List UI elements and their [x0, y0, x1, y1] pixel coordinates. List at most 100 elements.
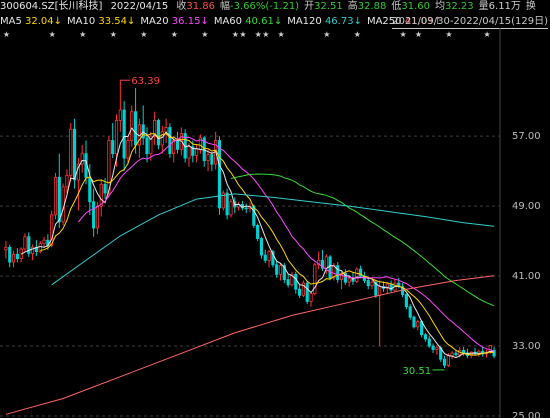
- candle-body[interactable]: [164, 127, 168, 133]
- candle-body[interactable]: [263, 254, 267, 261]
- candle-body[interactable]: [275, 264, 279, 275]
- candle-body[interactable]: [130, 111, 134, 141]
- candle-body[interactable]: [15, 253, 19, 260]
- candle-body[interactable]: [282, 265, 286, 280]
- candle-body[interactable]: [168, 127, 172, 155]
- candle-body[interactable]: [160, 131, 164, 146]
- candle-body[interactable]: [290, 273, 294, 286]
- candle-body[interactable]: [195, 148, 199, 156]
- candle-body[interactable]: [378, 286, 382, 296]
- candle-body[interactable]: [31, 246, 35, 254]
- candle-body[interactable]: [95, 205, 100, 229]
- candle-body[interactable]: [301, 282, 305, 296]
- event-star-icon[interactable]: ★: [110, 30, 117, 39]
- event-star-icon[interactable]: ★: [400, 30, 407, 39]
- date-range-label[interactable]: 2021/09/30-2022/04/15(129日): [392, 16, 548, 29]
- candle-body[interactable]: [286, 279, 290, 286]
- ma-legend-item[interactable]: MA120 46.73↓: [287, 15, 362, 29]
- event-star-icon[interactable]: ★: [49, 30, 56, 39]
- candle-body[interactable]: [27, 236, 31, 254]
- candle-body[interactable]: [111, 140, 115, 155]
- ma-legend-item[interactable]: MA20 36.15↓: [140, 15, 208, 29]
- candle-body[interactable]: [191, 146, 195, 156]
- candle-body[interactable]: [412, 316, 416, 328]
- candle-body[interactable]: [469, 351, 473, 357]
- candle-body[interactable]: [156, 120, 161, 146]
- ma-legend-item[interactable]: MA5 32.04↓: [0, 15, 62, 29]
- candle-body[interactable]: [50, 214, 54, 246]
- candle-body[interactable]: [53, 176, 58, 216]
- candle-body[interactable]: [99, 183, 103, 207]
- candle-body[interactable]: [313, 264, 317, 294]
- candlestick-chart[interactable]: ★ ★ ★ ★ ★ ★ ★ ★ ★ ★ ★ ★ ★ ★ ★ ★ ★ ★ 57.0049.0041.0033.002…: [0, 28, 550, 418]
- candle-body[interactable]: [339, 273, 344, 280]
- candle-body[interactable]: [122, 109, 126, 159]
- candle-body[interactable]: [107, 140, 111, 194]
- candle-body[interactable]: [355, 268, 359, 282]
- candle-body[interactable]: [103, 183, 107, 194]
- candle-body[interactable]: [38, 243, 42, 253]
- candle-body[interactable]: [80, 153, 84, 165]
- candle-body[interactable]: [114, 120, 119, 155]
- event-star-icon[interactable]: ★: [171, 30, 178, 39]
- candle-body[interactable]: [385, 283, 389, 289]
- candle-body[interactable]: [244, 207, 248, 210]
- candle-body[interactable]: [217, 140, 222, 209]
- candle-body[interactable]: [416, 321, 420, 328]
- candle-body[interactable]: [454, 352, 458, 356]
- candle-body[interactable]: [42, 239, 46, 245]
- candle-body[interactable]: [328, 256, 332, 279]
- event-star-icon[interactable]: ★: [483, 30, 490, 39]
- candle-body[interactable]: [187, 146, 191, 159]
- candle-body[interactable]: [11, 253, 16, 263]
- candle-body[interactable]: [256, 224, 260, 239]
- candle-body[interactable]: [65, 175, 69, 188]
- candle-body[interactable]: [435, 347, 439, 350]
- ma-legend-item[interactable]: MA250 41.03↑: [367, 15, 442, 29]
- candle-body[interactable]: [267, 251, 271, 261]
- candle-body[interactable]: [221, 192, 225, 209]
- event-star-icon[interactable]: ★: [354, 30, 361, 39]
- candle-body[interactable]: [175, 140, 180, 150]
- candle-body[interactable]: [252, 205, 256, 226]
- event-star-icon[interactable]: ★: [201, 30, 208, 39]
- event-star-icon[interactable]: ★: [239, 30, 246, 39]
- candle-body[interactable]: [145, 137, 149, 155]
- candle-body[interactable]: [343, 273, 347, 283]
- candle-body[interactable]: [408, 306, 412, 318]
- candle-body[interactable]: [404, 294, 408, 308]
- event-star-icon[interactable]: ★: [140, 30, 147, 39]
- event-star-icon[interactable]: ★: [323, 30, 330, 39]
- candle-body[interactable]: [141, 124, 145, 139]
- event-star-icon[interactable]: ★: [278, 30, 285, 39]
- candle-body[interactable]: [88, 176, 92, 203]
- event-star-icon[interactable]: ★: [79, 30, 86, 39]
- event-star-icon[interactable]: ★: [445, 30, 452, 39]
- candle-body[interactable]: [366, 280, 370, 287]
- candle-body[interactable]: [461, 350, 466, 354]
- event-star-icon[interactable]: ★: [3, 30, 10, 39]
- candle-body[interactable]: [202, 137, 206, 162]
- candle-body[interactable]: [210, 154, 214, 165]
- candle-body[interactable]: [359, 268, 363, 277]
- candle-body[interactable]: [370, 281, 374, 287]
- candle-body[interactable]: [431, 345, 435, 350]
- candle-body[interactable]: [297, 288, 302, 296]
- candle-body[interactable]: [477, 350, 481, 355]
- candle-body[interactable]: [4, 246, 8, 251]
- candle-body[interactable]: [92, 201, 96, 229]
- event-star-icon[interactable]: ★: [232, 30, 239, 39]
- candle-body[interactable]: [126, 140, 130, 159]
- candle-body[interactable]: [225, 192, 229, 216]
- candle-body[interactable]: [423, 334, 428, 340]
- candle-body[interactable]: [271, 251, 275, 266]
- event-star-icon[interactable]: ★: [255, 30, 262, 39]
- candle-body[interactable]: [336, 265, 340, 280]
- ma-legend-item[interactable]: MA10 33.54↓: [67, 15, 135, 29]
- candle-body[interactable]: [427, 338, 431, 347]
- candle-body[interactable]: [294, 273, 298, 290]
- candle-body[interactable]: [320, 259, 325, 269]
- candle-body[interactable]: [149, 135, 153, 155]
- candle-body[interactable]: [133, 111, 138, 146]
- candle-body[interactable]: [446, 355, 450, 366]
